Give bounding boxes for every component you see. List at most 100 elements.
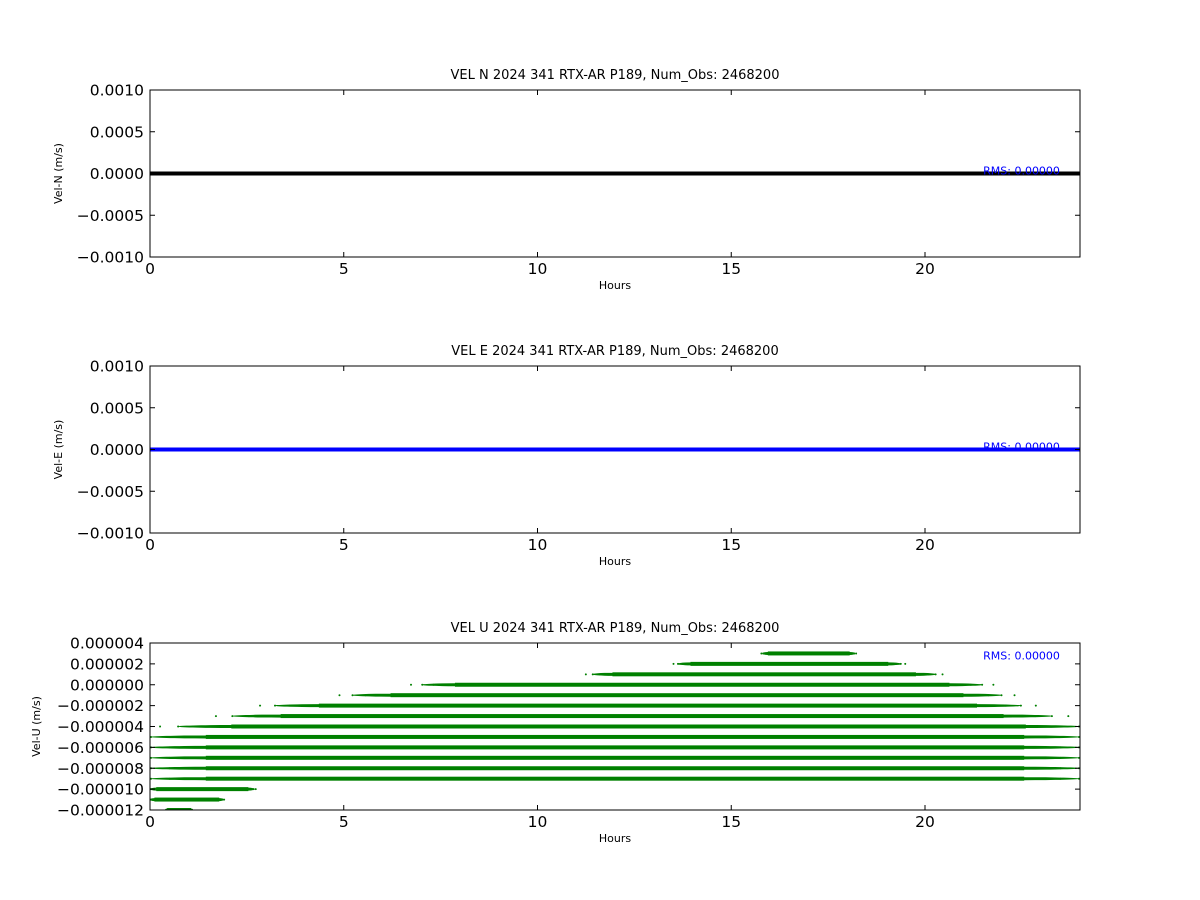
x-tick-label: 10 xyxy=(528,260,548,278)
data-band xyxy=(318,703,978,708)
chart-title: VEL U 2024 341 RTX-AR P189, Num_Obs: 246… xyxy=(451,621,780,636)
y-tick-label: 0.0000 xyxy=(90,441,144,459)
data-point xyxy=(981,683,984,686)
x-tick-label: 20 xyxy=(915,260,935,278)
data-point xyxy=(1097,767,1099,769)
data-point xyxy=(168,746,171,749)
data-point xyxy=(584,673,587,676)
x-tick-label: 5 xyxy=(339,536,349,554)
y-tick-label: −0.000010 xyxy=(57,781,144,799)
y-tick-label: −0.0010 xyxy=(77,525,144,543)
data-point xyxy=(221,798,224,801)
data-point xyxy=(351,694,354,697)
data-band-end xyxy=(924,693,1003,697)
data-point xyxy=(591,673,594,676)
data-point xyxy=(159,725,162,728)
data-point xyxy=(168,756,171,759)
data-band-end xyxy=(150,777,262,781)
data-point xyxy=(1096,726,1098,728)
data-band xyxy=(167,808,191,810)
data-point xyxy=(214,715,217,718)
data-band xyxy=(690,661,889,666)
data-band-end xyxy=(968,777,1080,781)
x-tick-label: 0 xyxy=(145,536,155,554)
y-tick-label: −0.000004 xyxy=(57,718,144,736)
data-point xyxy=(177,725,180,728)
data-band-end xyxy=(351,693,430,697)
data-point xyxy=(1013,694,1016,697)
data-band-end xyxy=(421,683,489,687)
data-band-end xyxy=(177,725,286,728)
chart-title: VEL E 2024 341 RTX-AR P189, Num_Obs: 246… xyxy=(451,344,778,359)
data-point xyxy=(259,704,262,707)
data-point xyxy=(1034,715,1037,718)
x-axis-label: Hours xyxy=(599,279,631,292)
data-point xyxy=(1097,778,1099,780)
y-tick-label: −0.0010 xyxy=(77,249,144,267)
data-point xyxy=(969,683,972,686)
y-tick-label: −0.000012 xyxy=(57,802,144,820)
y-axis-label: Vel-U (m/s) xyxy=(30,696,43,757)
data-band xyxy=(154,797,220,802)
data-point xyxy=(895,662,898,665)
data-point xyxy=(1059,777,1062,780)
data-band-end xyxy=(150,735,262,739)
data-band-end xyxy=(150,756,262,760)
x-tick-label: 5 xyxy=(339,260,349,278)
data-point xyxy=(1097,757,1099,759)
data-point xyxy=(421,683,424,686)
data-band xyxy=(767,651,850,656)
data-band-end xyxy=(968,745,1080,749)
data-point xyxy=(168,735,171,738)
chart-panel-3: 0 5 10 15 20 0.000004 0.000002 0.000000 −0.00000… xyxy=(30,621,1099,845)
data-point xyxy=(410,683,413,686)
data-point xyxy=(760,652,763,655)
data-point xyxy=(338,694,341,697)
data-point xyxy=(250,788,253,791)
data-band xyxy=(390,693,964,698)
x-tick-label: 20 xyxy=(915,813,935,831)
data-point xyxy=(223,798,226,801)
data-point xyxy=(252,788,255,791)
data-band xyxy=(612,672,916,677)
data-point xyxy=(1004,704,1007,707)
data-point xyxy=(987,694,990,697)
chart-panel-1: 0 5 10 15 20 0.0010 0.0005 0.0000 −0.0005 −0.0010… xyxy=(52,68,1081,292)
data-band-end xyxy=(915,683,984,687)
data-point xyxy=(1019,704,1022,707)
data-band xyxy=(205,755,1025,760)
rms-annotation: RMS: 0.00000 xyxy=(983,441,1060,454)
x-tick-label: 0 xyxy=(145,813,155,831)
plot-area xyxy=(150,651,1099,810)
rms-annotation: RMS: 0.00000 xyxy=(983,650,1060,663)
data-band xyxy=(280,714,1004,719)
data-band-end xyxy=(932,704,1022,708)
data-point xyxy=(274,704,276,707)
x-tick-label: 15 xyxy=(721,536,741,554)
data-point xyxy=(1097,746,1099,748)
data-point xyxy=(1067,715,1070,718)
data-band-end xyxy=(968,766,1080,770)
data-point xyxy=(254,788,257,791)
data-point xyxy=(677,662,679,665)
data-point xyxy=(1059,735,1062,738)
data-band-end xyxy=(968,756,1080,760)
data-point xyxy=(1034,704,1037,707)
y-tick-label: 0.0000 xyxy=(90,165,144,183)
data-point xyxy=(1050,715,1053,718)
data-point xyxy=(151,798,154,801)
data-band-end xyxy=(895,672,937,676)
data-band-end xyxy=(954,714,1053,718)
x-tick-label: 0 xyxy=(145,260,155,278)
data-band-end xyxy=(150,766,262,770)
data-band-end xyxy=(874,662,902,666)
data-band xyxy=(454,682,950,687)
data-point xyxy=(220,798,223,801)
data-point xyxy=(1000,694,1003,697)
data-point xyxy=(247,715,250,718)
data-point xyxy=(855,652,858,655)
data-point xyxy=(934,673,937,676)
data-band xyxy=(205,766,1025,771)
data-point xyxy=(992,683,995,686)
data-band-end xyxy=(274,704,364,708)
